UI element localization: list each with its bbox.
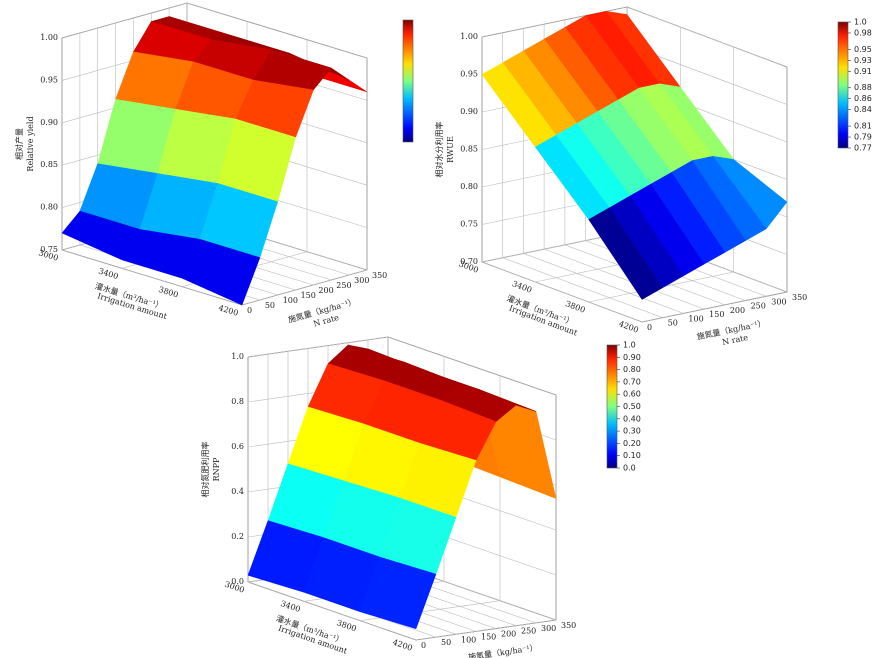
colorbar-label: 1.0	[854, 18, 867, 27]
colorbar-label: 0.98	[854, 28, 872, 37]
y-tick-label: 100	[688, 314, 703, 323]
z-tick-label: 0.6	[231, 442, 244, 451]
colorbar-label: 0.80	[623, 365, 641, 374]
z-tick-label: 0.90	[460, 107, 478, 116]
y-grid-line	[502, 32, 663, 318]
y-tick-label: 350	[792, 293, 807, 302]
colorbar	[606, 344, 618, 469]
x-tick-label: 3800	[157, 285, 179, 300]
y-grid-line	[61, 38, 243, 306]
y-tick-label: 150	[481, 632, 496, 641]
surface-cell	[359, 556, 437, 630]
colorbar-label: 0.91	[854, 67, 872, 76]
x-tick-label: 3400	[279, 599, 301, 614]
z-tick-label: 0.2	[231, 532, 244, 541]
colorbar-label: 1.0	[623, 341, 636, 350]
z-tick-label: 1.0	[231, 352, 244, 361]
y-tick-label: 350	[372, 271, 387, 280]
z-tick-label: 1.00	[460, 32, 478, 41]
z-axis-title: 相对氮肥利用率	[200, 442, 210, 498]
colorbar-label: 0.60	[623, 390, 641, 399]
y-tick-label: 200	[730, 306, 745, 315]
y-grid-line	[481, 37, 643, 323]
x-tick-label: 4200	[618, 319, 640, 335]
colorbar-label: 0.95	[854, 45, 872, 54]
z-tick-label: 0.80	[460, 182, 478, 191]
x-tick-label: 4200	[217, 303, 239, 318]
x-tick-label: 3800	[564, 299, 586, 315]
z-tick-label: 0.75	[40, 245, 58, 254]
z-tick-label: 0.95	[460, 70, 478, 79]
colorbar-label: 0.20	[623, 439, 641, 448]
y-axis-title: N rate	[493, 656, 520, 658]
z-axis-title: RNPP	[212, 457, 221, 481]
y-tick-label: 250	[521, 627, 536, 636]
y-tick-label: 300	[771, 297, 786, 306]
x-tick-label: 3800	[335, 618, 357, 633]
y-tick-label: 0	[421, 641, 426, 650]
y-tick-label: 100	[461, 635, 476, 644]
y-tick-label: 250	[336, 281, 351, 290]
z-tick-label: 0.75	[460, 220, 478, 229]
z-tick-label: 0.85	[460, 145, 478, 154]
z-axis-title: 相对产量	[14, 128, 24, 160]
z-tick-label: 0.80	[40, 203, 58, 212]
y-grid-line	[247, 357, 417, 641]
surface-chart: 0.750.800.850.900.951.003000340038004200…	[14, 2, 414, 329]
y-tick-label: 0	[647, 323, 652, 332]
z-tick-label: 0.4	[231, 487, 244, 496]
colorbar-label: 0.40	[623, 414, 641, 423]
z-axis-title: RWUE	[446, 136, 455, 163]
y-tick-label: 200	[501, 630, 516, 639]
y-tick-label: 250	[751, 302, 766, 311]
colorbar-label: 0.86	[854, 94, 872, 103]
colorbar-label: 0.10	[623, 451, 641, 460]
colorbar-label: 0.70	[623, 377, 641, 386]
z-tick-label: 0.8	[231, 397, 244, 406]
colorbar-label: 0.90	[623, 353, 641, 362]
y-tick-label: 150	[709, 310, 724, 319]
y-tick-label: 50	[668, 319, 678, 328]
y-tick-label: 100	[283, 296, 298, 305]
colorbar	[837, 21, 849, 149]
z-axis-title: Relative yield	[26, 116, 35, 171]
z-tick-label: 1.00	[40, 33, 58, 42]
y-tick-label: 200	[318, 286, 333, 295]
z-tick-label: 0.90	[40, 118, 58, 127]
colorbar-label: 0.77	[854, 144, 872, 153]
x-tick-label: 3400	[97, 267, 119, 282]
y-tick-label: 300	[354, 276, 369, 285]
colorbar-label: 0.84	[854, 105, 872, 114]
y-tick-label: 350	[561, 621, 576, 630]
colorbar-label: 0.88	[854, 83, 872, 92]
y-tick-label: 0	[247, 306, 252, 315]
y-tick-label: 300	[541, 624, 556, 633]
colorbar-label: 0.93	[854, 56, 872, 65]
z-axis-title: 相对水分利用率	[434, 122, 444, 178]
colorbar	[402, 19, 414, 143]
y-tick-label: 50	[441, 638, 451, 647]
colorbar-label: 0.30	[623, 427, 641, 436]
z-tick-label: 0.0	[231, 577, 244, 586]
y-tick-label: 50	[265, 301, 275, 310]
z-tick-label: 0.85	[40, 160, 58, 169]
colorbar-label: 0.50	[623, 402, 641, 411]
colorbar-label: 0.79	[854, 133, 872, 142]
surface-chart: 0.700.750.800.850.900.951.00300034003800…	[434, 6, 872, 347]
y-axis-title: 施氮量（kg/ha⁻¹）	[467, 642, 538, 658]
x-tick-label: 3400	[511, 279, 533, 295]
z-tick-label: 0.70	[460, 257, 478, 266]
y-tick-label: 150	[301, 291, 316, 300]
surface-cell	[588, 207, 664, 300]
x-tick-label: 4200	[391, 638, 413, 653]
colorbar-label: 0.0	[623, 464, 636, 473]
z-tick-label: 0.95	[40, 75, 58, 84]
colorbar-label: 0.81	[854, 122, 872, 131]
surface-cell	[181, 238, 261, 306]
